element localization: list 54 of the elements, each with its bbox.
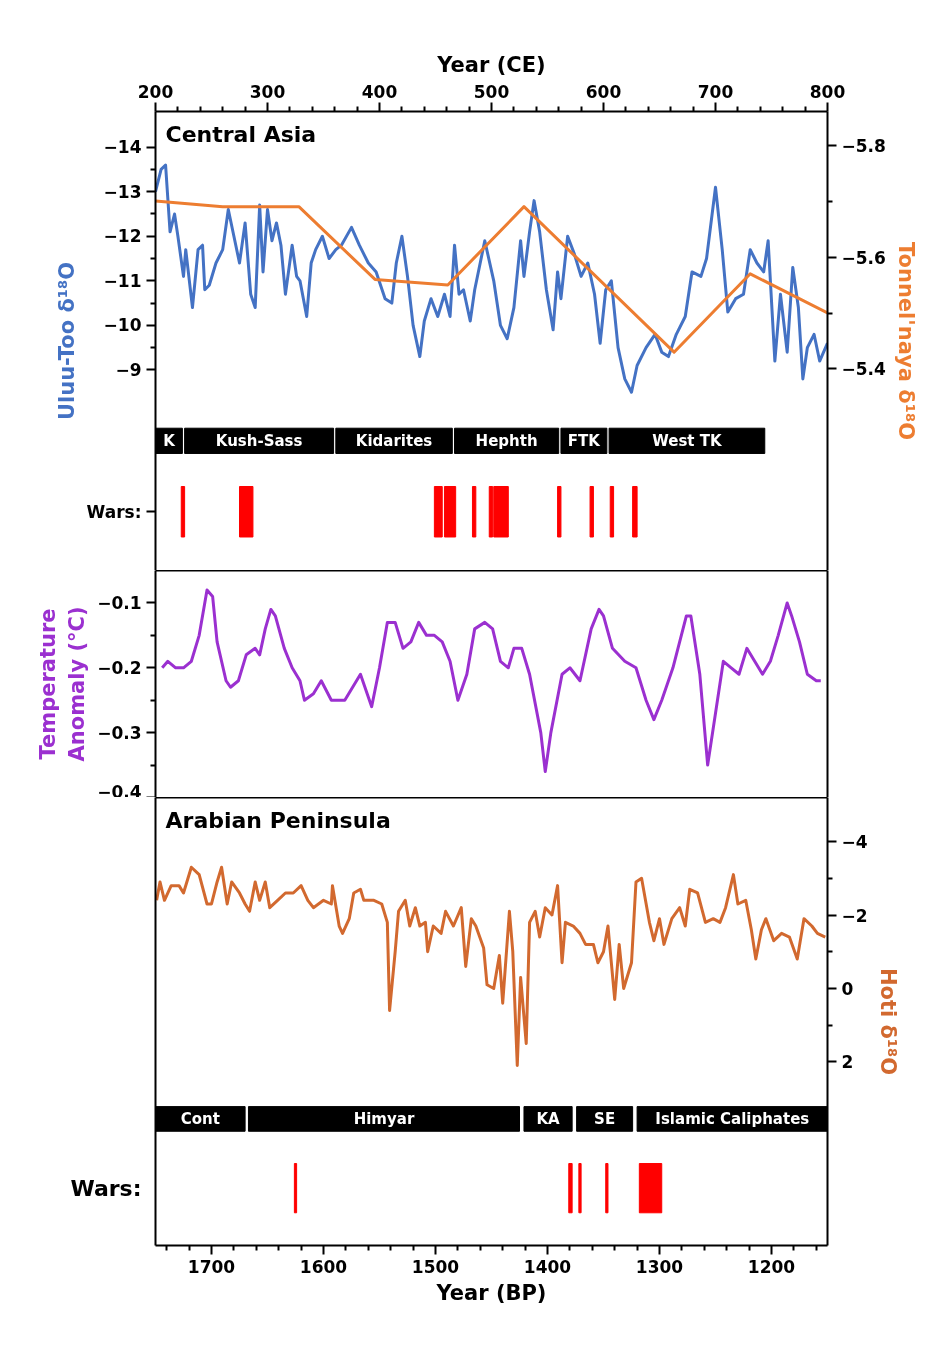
y-tick-label: −14 — [103, 137, 142, 158]
text: Central Asia — [165, 121, 317, 147]
text: Wars: — [70, 1175, 142, 1201]
line-series — [155, 199, 828, 354]
y-axis-title: Temperature Anomaly (°C) — [36, 606, 90, 762]
band-label: Himyar — [353, 1109, 415, 1128]
y2-tick-label: −5.8 — [841, 135, 886, 156]
band-label: SE — [594, 1109, 616, 1128]
y2-tick-label: 2 — [841, 1052, 854, 1073]
x-tick-label: 1600 — [299, 1256, 348, 1277]
band-label: West TK — [652, 431, 723, 450]
x-tick-label: 700 — [697, 81, 734, 102]
y-tick-label: −0.2 — [97, 658, 142, 679]
y2-axis-title: Hoti δ¹⁸O — [875, 967, 900, 1076]
y-tick-label: −9 — [115, 359, 142, 380]
y-tick-label: −10 — [103, 315, 142, 336]
x-tick-label: 1300 — [635, 1256, 684, 1277]
y2-tick-label: −4 — [841, 832, 868, 853]
x-tick-label: 1200 — [747, 1256, 796, 1277]
x-tick-label: 600 — [585, 81, 622, 102]
band-label: Kidarites — [355, 431, 433, 450]
x-tick-label: 300 — [249, 81, 286, 102]
x-tick-label: 200 — [137, 81, 174, 102]
y-tick-label: −11 — [103, 270, 142, 291]
line-series — [155, 163, 828, 394]
y2-tick-label: −5.4 — [841, 359, 887, 380]
band-label: Kush-Sass — [215, 431, 303, 450]
x-axis-title: Year (CE) — [436, 52, 546, 77]
x-tick-label: 1400 — [523, 1256, 572, 1277]
y2-tick-label: 0 — [841, 978, 854, 999]
x-tick-label: 1700 — [187, 1256, 236, 1277]
text: Arabian Peninsula — [165, 807, 391, 833]
band-label: Cont — [180, 1109, 220, 1128]
y-tick-label: −0.4 — [97, 781, 142, 802]
y2-tick-label: −5.6 — [841, 247, 886, 268]
band-label: FTK — [567, 431, 602, 450]
band-label: K — [163, 431, 177, 450]
x-tick-label: 800 — [809, 81, 846, 102]
y2-tick-label: −2 — [841, 905, 868, 926]
y-tick-label: −0.1 — [97, 593, 142, 614]
y-tick-label: −12 — [103, 226, 142, 247]
y-tick-label: −0.3 — [97, 723, 142, 744]
x-tick-label: 500 — [473, 81, 510, 102]
band-label: Islamic Caliphates — [655, 1109, 810, 1128]
band-label: KA — [536, 1109, 561, 1128]
line-series — [155, 865, 827, 1068]
text: Wars: — [86, 501, 142, 522]
y2-axis-title: Tonnel'naya δ¹⁸O — [893, 241, 918, 441]
y-tick-label: −13 — [103, 181, 142, 202]
band-label: Hephth — [475, 431, 538, 450]
x-tick-label: 1500 — [411, 1256, 460, 1277]
x-axis-title: Year (BP) — [435, 1280, 547, 1305]
x-tick-label: 400 — [361, 81, 398, 102]
y-axis-title: Uluu-Too δ¹⁸O — [54, 261, 79, 421]
